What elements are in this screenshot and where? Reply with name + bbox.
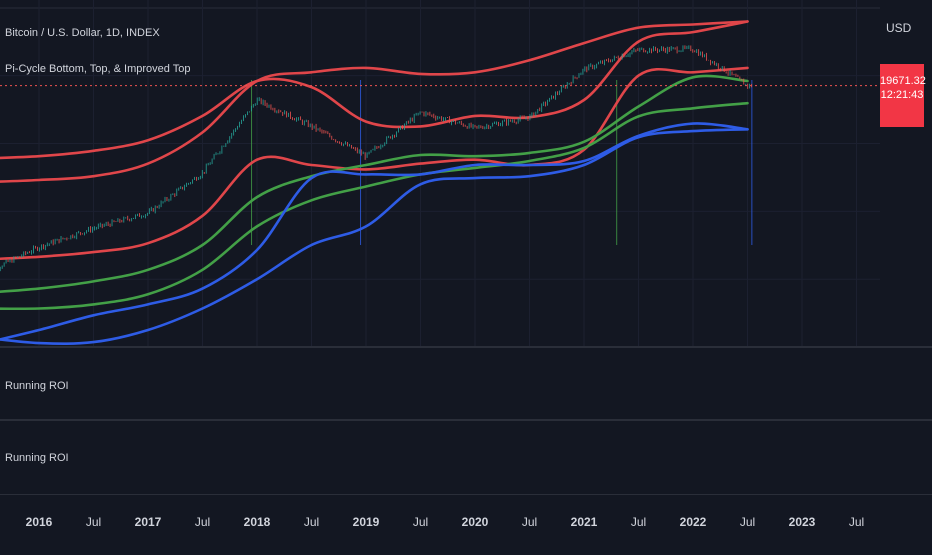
running-roi-pane-label[interactable]: Running ROI [5,380,69,392]
pi-cycle-red-band [0,66,749,261]
time-axis-label: 2019 [352,515,380,529]
time-axis-label: Jul [630,515,647,529]
last-price-tag: 19671.32 12:21:43 [880,64,926,127]
pane-divider[interactable] [0,419,932,421]
pi-cycle-green-band [0,101,749,311]
pi-cycle-green-band [0,74,749,294]
grid-layer [0,0,932,346]
plot-background [0,0,932,346]
time-axis-label: 2022 [679,515,707,529]
pi-cycle-blue-band [0,122,749,341]
time-axis[interactable]: 2016 Jul 2017 Jul 2018 Jul 2019 Jul 2020 Jul 2021 J… [0,494,932,551]
time-axis-label: Jul [85,515,102,529]
time-axis-label: Jul [194,515,211,529]
time-axis-label: 2016 [25,515,53,529]
time-axis-label: Jul [412,515,429,529]
time-axis-label: Jul [739,515,756,529]
symbol-title[interactable]: Bitcoin / U.S. Dollar, 1D, INDEX [5,27,160,39]
time-axis-label: 2021 [570,515,598,529]
currency-label[interactable]: USD [886,21,912,35]
last-price-value: 19671.32 [880,75,926,87]
time-axis-label: Jul [848,515,865,529]
price-series [0,45,753,272]
time-axis-label: 2023 [788,515,816,529]
time-axis-label: Jul [303,515,320,529]
time-axis-label: 2020 [461,515,489,529]
indicator-name[interactable]: Pi-Cycle Bottom, Top, & Improved Top [5,63,191,75]
pi-cycle-red-band [0,20,749,183]
bar-countdown: 12:21:43 [880,89,924,101]
running-roi-pane-label[interactable]: Running ROI [5,452,69,464]
time-axis-label: 2018 [243,515,271,529]
time-axis-label: Jul [521,515,538,529]
pane-divider[interactable] [0,346,932,348]
time-axis-label: 2017 [134,515,162,529]
pi-cycle-blue-band [0,128,749,345]
